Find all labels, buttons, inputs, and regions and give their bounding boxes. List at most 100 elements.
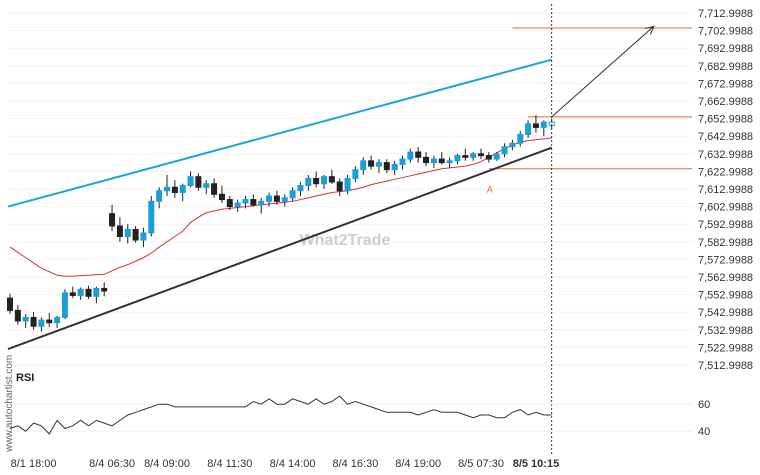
candle-body [462, 155, 469, 158]
candle [344, 174, 351, 195]
candle-body [38, 319, 45, 327]
candle-body [54, 316, 61, 324]
y-tick-label: 7,512.9988 [698, 360, 753, 372]
candle-body [22, 316, 29, 322]
candle-body [211, 183, 218, 195]
candle-body [430, 158, 437, 164]
candle [203, 180, 210, 195]
x-tick-label: 8/4 19:00 [395, 458, 441, 470]
anchor-label: A [487, 184, 493, 194]
grid [8, 12, 692, 366]
candle-body [328, 176, 335, 183]
y-tick-label: 7,532.9988 [698, 325, 753, 337]
x-tick-label: 8/5 10:15 [513, 458, 559, 470]
candle-body [187, 176, 194, 186]
candle-body [14, 309, 21, 322]
candle [281, 194, 288, 207]
y-tick-label: 7,682.9988 [698, 61, 753, 73]
y-tick-label: 7,702.9988 [698, 26, 753, 38]
candle [391, 160, 398, 175]
candle-body [218, 193, 225, 201]
candle [360, 157, 367, 175]
rsi-line [9, 395, 552, 435]
candle [7, 293, 13, 314]
candle-body [454, 155, 461, 162]
candle-body [156, 190, 163, 202]
candle [540, 120, 547, 137]
candle-body [415, 151, 422, 158]
candle [132, 225, 139, 243]
candle-body [61, 292, 68, 318]
candle [77, 287, 84, 300]
candle-body [485, 155, 492, 160]
candle [478, 148, 484, 160]
candle [250, 194, 257, 207]
candle-body [93, 287, 100, 297]
candle [446, 157, 453, 168]
candle-body [234, 202, 241, 208]
watermark-text: What2Trade [300, 232, 391, 249]
candle [266, 192, 273, 207]
candle [38, 317, 45, 332]
candle-body [124, 228, 131, 238]
candle-body [321, 176, 327, 185]
candle [226, 196, 233, 211]
candle [532, 115, 539, 133]
candle [109, 204, 116, 232]
candle [399, 155, 406, 170]
candle [525, 120, 532, 138]
y-tick-label: 7,642.9988 [698, 131, 753, 143]
candle-body [109, 213, 116, 227]
rsi-tick-label: 40 [698, 426, 710, 438]
candle [156, 187, 163, 209]
candle [328, 169, 335, 184]
moving-average [9, 137, 552, 277]
y-tick-label: 7,522.9988 [698, 342, 753, 354]
candle-body [509, 142, 516, 148]
candle [164, 174, 170, 197]
rsi-tick-label: 60 [698, 399, 710, 411]
candle-body [85, 288, 92, 297]
candle-body [148, 200, 155, 234]
y-tick-label: 7,692.9988 [698, 43, 753, 55]
candle-body [368, 160, 375, 167]
candle [273, 190, 280, 205]
candle-body [179, 184, 186, 194]
candle [336, 178, 343, 197]
candle [321, 174, 327, 189]
candle [493, 152, 500, 161]
candle-body [30, 316, 37, 327]
candle [195, 173, 202, 191]
candle [313, 171, 320, 188]
y-tick-label: 7,572.9988 [698, 254, 753, 266]
candle-body [360, 160, 367, 171]
channel-upper-line [7, 58, 552, 208]
candle [375, 159, 382, 174]
candle [258, 197, 265, 214]
y-tick-label: 7,632.9988 [698, 149, 753, 161]
candle [46, 313, 53, 328]
candle [415, 146, 422, 163]
candle [242, 196, 249, 209]
candle [430, 155, 437, 168]
candle-body [164, 186, 170, 192]
candle-body [7, 297, 13, 311]
candle [124, 224, 131, 244]
candle-body [140, 232, 147, 241]
candle-body [305, 177, 312, 186]
candle [454, 153, 461, 165]
credit-text: www.autochartist.com [4, 355, 15, 453]
candle-body [203, 183, 210, 188]
candle-body [297, 184, 304, 192]
candle [93, 286, 100, 304]
candle [14, 305, 21, 325]
ma-line [9, 137, 552, 277]
candle [148, 196, 155, 237]
candle-body [132, 228, 139, 241]
candle [297, 181, 304, 197]
candle-body [423, 156, 430, 164]
candle-body [446, 160, 453, 164]
channel-lower-line [7, 146, 552, 351]
